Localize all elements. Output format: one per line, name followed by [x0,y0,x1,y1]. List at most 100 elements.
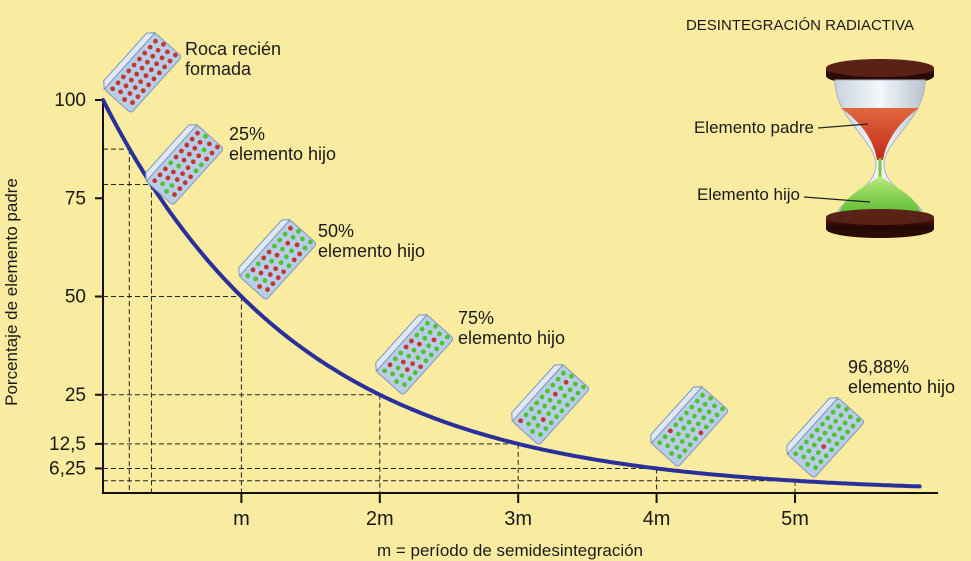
rock-crystal-face [145,124,199,183]
rock-sample [511,364,590,445]
rock-dot [267,272,273,277]
rock-dot [569,373,574,379]
rock-sample-label: elemento hijo [458,328,565,348]
rock-dot [845,429,851,435]
rock-dot [416,341,422,347]
rock-dot [159,55,165,61]
rock-dot [657,440,663,446]
hourglass-parent-sand [841,108,919,160]
rock-dot [181,157,187,163]
rock-dot [138,79,144,85]
x-tick-label: m [233,508,250,530]
rock-dot [285,240,291,246]
rock-dot [286,263,292,269]
rock-dot [270,281,276,287]
rock-dot [825,415,831,421]
rock-dot [168,160,174,166]
rock-dot [189,136,195,142]
rock-dot [550,382,556,388]
rock-dot [115,80,121,86]
rock-dot [209,150,215,156]
rock-dot [266,249,272,255]
rock-dot [431,337,437,343]
x-axis-label: m = período de semidesintegración [377,541,643,560]
rock-dot [818,459,824,465]
rock-dot [186,151,192,157]
rock-dot [294,242,300,248]
rock-dot [690,427,696,433]
rock-dot [826,438,832,444]
rock-sample-label: elemento hijo [848,377,955,397]
rock-dot [444,334,450,340]
rock-dot [190,159,196,165]
x-tick-label: 3m [504,508,532,530]
rock-dot [139,65,145,71]
rock-dot [689,404,695,410]
rock-dot [169,183,175,188]
reference-guide [103,443,519,493]
rock-dot [177,186,183,192]
rock-dot [130,100,135,105]
rock-dot [844,406,849,412]
rock-dot [559,408,565,414]
rock-crystal-face [375,314,429,373]
rock-dot [693,436,698,442]
rock-dot [855,417,861,423]
rock-crystal-face [786,397,840,456]
rock-dot [418,364,423,370]
rock-dot [684,410,689,416]
rock-dot [128,77,134,83]
rock-dot [278,260,284,266]
rock-sample-label: 50% [318,221,354,241]
rock-dot [681,425,687,431]
y-tick-label: 25 [65,385,86,406]
rock-dot [203,133,208,139]
rock-dot [551,405,557,411]
rock-dot [702,401,708,407]
rock-dot [297,251,303,257]
y-tick-label: 50 [65,287,86,308]
rock-dot [670,437,676,443]
rock-dot [131,62,137,68]
rock-dot [833,418,839,424]
rock-dot [686,419,692,425]
rock-dot [403,344,409,350]
rock-dot [146,82,151,88]
rock-dot [555,376,561,382]
reference-guides [103,148,796,493]
rock-dot [415,355,421,361]
rock-dot [258,270,264,276]
rock-dot [436,331,442,337]
rock-dot [161,41,166,47]
rock-dot [428,352,434,358]
rock-dot [558,385,564,391]
rock-dot [162,64,168,70]
rock-dot [198,162,204,168]
rock-dot [122,97,127,102]
rock-dot [277,237,283,243]
rock-dot [434,346,440,352]
rock-dot [282,231,288,237]
rock-dot [157,172,163,178]
rock-sample-label: formada [185,59,252,79]
rock-dot [142,50,148,56]
rock-dot [409,338,414,344]
rock-dot [402,382,407,387]
rock-dot [192,145,198,151]
y-tick-label: 75 [65,188,86,209]
rock-dot [806,448,812,454]
hourglass-daughter-sand [838,176,922,219]
rock-dot [255,261,261,267]
rock-dot [665,443,671,449]
rock-dot [700,392,705,398]
rock-dot [134,71,140,77]
rock-dot [257,284,262,289]
daughter-label-leader [803,196,871,203]
rock-dot [179,148,184,154]
rock-dot [283,254,289,260]
rock-dot [144,59,150,65]
rock-dot [815,450,821,455]
rock-dot [530,429,535,434]
rock-dot [714,412,720,418]
